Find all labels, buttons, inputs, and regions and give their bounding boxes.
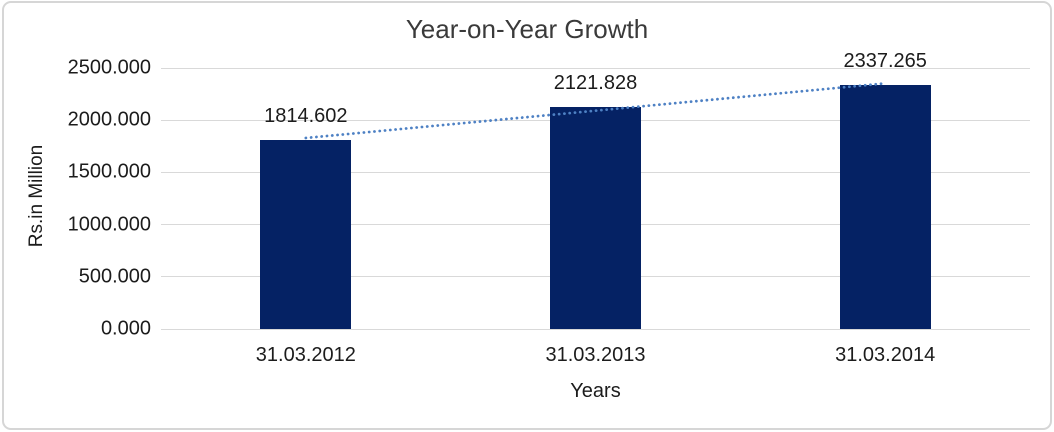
- x-tick-label: 31.03.2013: [545, 344, 646, 366]
- y-tick-label: 1000.000: [67, 213, 151, 236]
- y-tick-label: 2500.000: [67, 56, 151, 79]
- plot-area: 1814.602 2121.828 2337.265: [161, 50, 1030, 330]
- x-axis: 31.03.2012 31.03.2013 31.03.2014: [161, 344, 1030, 370]
- gridline: [161, 328, 1030, 330]
- chart-title: Year-on-Year Growth: [405, 14, 649, 44]
- y-tick-label: 2000.000: [67, 108, 151, 131]
- bar: [550, 107, 641, 329]
- x-tick-label: 31.03.2012: [255, 344, 356, 366]
- bar-value-label: 2337.265: [843, 50, 927, 72]
- bar: [260, 139, 352, 329]
- x-tick-label: 31.03.2014: [835, 344, 936, 366]
- trendline-layer: [304, 81, 887, 140]
- bar-value-label: 1814.602: [264, 104, 348, 127]
- gridline: [161, 67, 1030, 69]
- y-tick-label: 0.000: [100, 317, 151, 340]
- trendline: [304, 81, 887, 140]
- y-axis: 0.000 500.000 1000.000 1500.000 2000.000 2500…: [0, 57, 151, 340]
- x-axis-title: Years: [570, 380, 621, 402]
- y-tick-label: 1500.000: [67, 160, 151, 183]
- y-tick-label: 500.000: [78, 265, 151, 288]
- bar-value-label: 2121.828: [553, 72, 638, 95]
- bar: [839, 85, 931, 329]
